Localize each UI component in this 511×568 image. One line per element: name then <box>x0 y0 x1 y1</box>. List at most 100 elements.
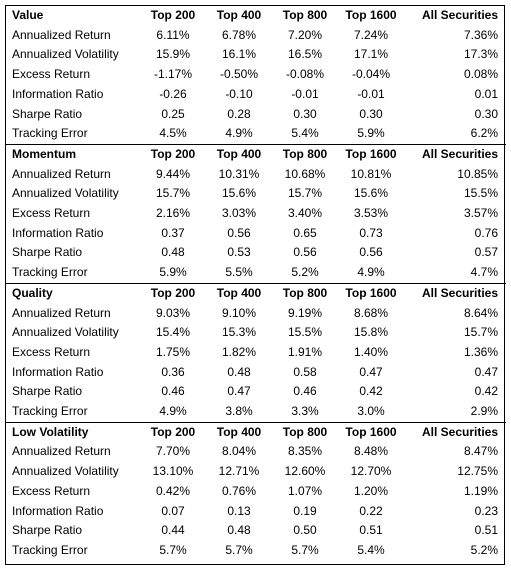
metric-value: 0.08% <box>463 67 498 82</box>
table-row: Excess Return 0.42% 0.76% 1.07% 1.20% 1.19% <box>6 482 506 502</box>
table-row: Annualized Volatility 15.9% 16.1% 16.5% 17.1… <box>6 45 506 65</box>
metric-label: Information Ratio <box>12 86 104 101</box>
metric-value: 10.85% <box>457 166 498 181</box>
metric-value: 0.48 <box>227 523 251 538</box>
metric-value: 5.7% <box>225 542 253 557</box>
metric-value: 15.5% <box>463 186 498 201</box>
metric-value: 0.30 <box>293 106 317 121</box>
metric-label: Tracking Error <box>12 404 88 419</box>
table-row: Information Ratio 0.07 0.13 0.19 0.22 0.23 <box>6 502 506 522</box>
metric-label: Excess Return <box>12 344 91 359</box>
metric-value: 9.19% <box>287 305 323 320</box>
metric-value: 17.1% <box>353 47 389 62</box>
table-row: Excess Return -1.17% -0.50% -0.08% -0.04% 0.0… <box>6 65 506 85</box>
metric-value: -0.08% <box>285 67 325 82</box>
column-header: Top 200 <box>140 421 206 443</box>
metric-label: Excess Return <box>12 67 91 82</box>
metric-value: 0.51 <box>359 523 383 538</box>
table-row: Information Ratio 0.36 0.48 0.58 0.47 0.47 <box>6 363 506 383</box>
metric-label: Annualized Return <box>12 27 111 42</box>
metric-value: 9.10% <box>221 305 257 320</box>
metric-label: Annualized Return <box>12 444 111 459</box>
metric-value: 4.9% <box>159 404 187 419</box>
metric-value: 12.70% <box>350 464 392 479</box>
metric-value: 0.46 <box>161 384 185 399</box>
metric-value: 0.48 <box>161 245 185 260</box>
table-row: Tracking Error 4.9% 3.8% 3.3% 3.0% 2.9% <box>6 402 506 422</box>
metric-value: 15.7% <box>155 186 191 201</box>
section-title: Momentum <box>6 143 140 165</box>
metric-value: 1.19% <box>463 483 498 498</box>
section-title: Quality <box>6 282 140 304</box>
table-row: Information Ratio -0.26 -0.10 -0.01 -0.01 0.0… <box>6 85 506 105</box>
metric-value: 15.6% <box>221 186 257 201</box>
metric-value: 1.20% <box>353 483 389 498</box>
metric-label: Annualized Volatility <box>12 47 119 62</box>
metric-value: 0.42 <box>474 384 498 399</box>
metric-value: 0.73 <box>359 225 383 240</box>
metric-value: 0.48 <box>227 364 251 379</box>
metric-value: 2.16% <box>155 206 191 221</box>
metric-value: 9.44% <box>155 166 191 181</box>
table-row: Tracking Error 5.9% 5.5% 5.2% 4.9% 4.7% <box>6 263 506 283</box>
metric-value: 15.3% <box>221 325 257 340</box>
metric-value: 0.76 <box>474 225 498 240</box>
metric-value: 6.11% <box>156 27 190 42</box>
metric-value: 5.4% <box>291 126 319 141</box>
table-row: Information Ratio 0.37 0.56 0.65 0.73 0.76 <box>6 224 506 244</box>
column-header: All Securities <box>404 282 506 304</box>
metric-value: -0.50% <box>219 67 259 82</box>
metric-value: 7.70% <box>155 444 191 459</box>
metric-value: 15.8% <box>353 325 389 340</box>
metric-value: 3.57% <box>463 206 498 221</box>
column-header: Top 1600 <box>338 143 404 165</box>
table-row: Sharpe Ratio 0.46 0.47 0.46 0.42 0.42 <box>6 382 506 402</box>
metric-label: Information Ratio <box>12 225 104 240</box>
metric-label: Information Ratio <box>12 503 104 518</box>
metric-value: 1.40% <box>353 344 389 359</box>
metric-value: 4.9% <box>225 126 253 141</box>
table-row: Excess Return 1.75% 1.82% 1.91% 1.40% 1.36% <box>6 343 506 363</box>
metric-value: -1.17% <box>153 67 193 82</box>
section-header-row: Low Volatility Top 200 Top 400 Top 800 Top 1… <box>6 421 506 443</box>
column-header: All Securities <box>404 143 506 165</box>
metric-value: 12.75% <box>457 464 498 479</box>
metric-value: 0.30 <box>359 106 383 121</box>
metric-value: 5.5% <box>225 265 253 280</box>
column-header: Top 200 <box>140 143 206 165</box>
metric-value: -0.01 <box>357 86 385 101</box>
metric-value: 3.8% <box>225 404 253 419</box>
column-header: Top 800 <box>282 8 328 22</box>
metric-value: 0.47 <box>474 364 498 379</box>
metric-value: 2.9% <box>470 404 498 419</box>
metric-value: -0.26 <box>159 86 187 101</box>
metric-value: 3.0% <box>357 404 385 419</box>
metric-label: Tracking Error <box>12 542 88 557</box>
table-row: Annualized Return 7.70% 8.04% 8.35% 8.48% 8.4… <box>6 442 506 462</box>
metric-label: Sharpe Ratio <box>12 245 83 260</box>
metric-value: 0.57 <box>474 245 498 260</box>
column-header: All Securities <box>421 8 498 22</box>
column-header: Top 400 <box>216 8 262 22</box>
metric-value: 15.9% <box>155 47 191 62</box>
section-title: Low Volatility <box>6 421 140 443</box>
metric-value: 1.91% <box>287 344 323 359</box>
results-table: Value Top 200 Top 400 Top 800 Top 1600 All Se… <box>6 6 506 561</box>
metric-value: 15.7% <box>287 186 323 201</box>
section-header-row: Momentum Top 200 Top 400 Top 800 Top 1600 All… <box>6 143 506 165</box>
metric-label: Annualized Volatility <box>12 464 119 479</box>
metric-value: 0.22 <box>359 503 383 518</box>
metric-value: 1.07% <box>287 483 323 498</box>
metric-value: 0.13 <box>227 503 251 518</box>
metric-value: 3.53% <box>353 206 389 221</box>
metric-value: 8.35% <box>287 444 323 459</box>
metric-value: 0.65 <box>293 225 317 240</box>
column-header: Top 1600 <box>345 8 397 22</box>
metric-value: -0.04% <box>351 67 391 82</box>
metric-label: Annualized Volatility <box>12 325 119 340</box>
metric-value: 1.36% <box>463 344 498 359</box>
table-row: Sharpe Ratio 0.44 0.48 0.50 0.51 0.51 <box>6 521 506 541</box>
metric-value: 0.42 <box>359 384 383 399</box>
metric-value: 0.07 <box>161 503 185 518</box>
metric-value: 8.68% <box>353 305 389 320</box>
